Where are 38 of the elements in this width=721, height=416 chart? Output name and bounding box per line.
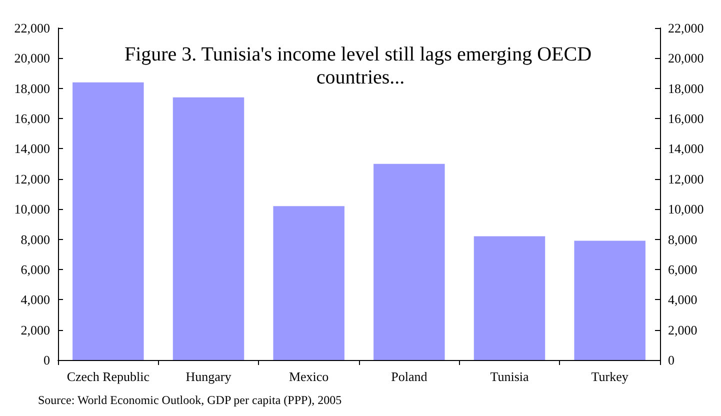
- y-tick-label: 20,000: [14, 50, 50, 66]
- y-tick-label: 14,000: [14, 141, 50, 156]
- y-tick-label: 4,000: [20, 292, 50, 308]
- y-tick-label: 10,000: [14, 202, 50, 217]
- bar: [474, 236, 546, 360]
- y2-tick-label: 2,000: [668, 322, 698, 338]
- x-tick-label: Turkey: [591, 369, 629, 384]
- bar: [574, 240, 646, 360]
- y2-tick-label: 8,000: [668, 232, 698, 247]
- x-tick-label: Tunisia: [490, 369, 529, 384]
- y2-tick-label: 0: [668, 352, 674, 368]
- y2-tick-label: 22,000: [668, 20, 704, 36]
- y2-tick-label: 20,000: [668, 50, 704, 66]
- y2-tick-label: 10,000: [668, 202, 704, 217]
- bar: [72, 82, 144, 360]
- y-tick-label: 12,000: [14, 171, 50, 186]
- x-tick-label: Hungary: [186, 369, 232, 384]
- y-tick-label: 18,000: [14, 80, 50, 96]
- y2-tick-label: 6,000: [668, 262, 698, 277]
- y2-tick-label: 16,000: [668, 111, 704, 126]
- y-tick-label: 2,000: [20, 322, 50, 338]
- y-tick-label: 16,000: [14, 111, 50, 126]
- y2-tick-label: 14,000: [668, 141, 704, 156]
- y2-tick-label: 12,000: [668, 171, 704, 186]
- y2-tick-label: 4,000: [668, 292, 698, 308]
- source-note: Source: World Economic Outlook, GDP per capita (PPP), 2005: [38, 393, 342, 407]
- x-tick-label: Mexico: [288, 369, 329, 384]
- y-tick-label: 8,000: [20, 232, 50, 247]
- y-tick-label: 22,000: [14, 20, 50, 36]
- bar: [172, 97, 244, 360]
- text: Figure 3. Tunisia's income level still lags emerging OECD countries...: [124, 44, 597, 88]
- y-tick-label: 0: [44, 352, 50, 368]
- y2-tick-label: 18,000: [668, 80, 704, 96]
- x-tick-label: Poland: [391, 369, 428, 384]
- y-tick-label: 6,000: [20, 262, 50, 277]
- bar: [273, 206, 344, 360]
- bar: [374, 164, 445, 360]
- x-tick-label: Czech Republic: [66, 369, 150, 384]
